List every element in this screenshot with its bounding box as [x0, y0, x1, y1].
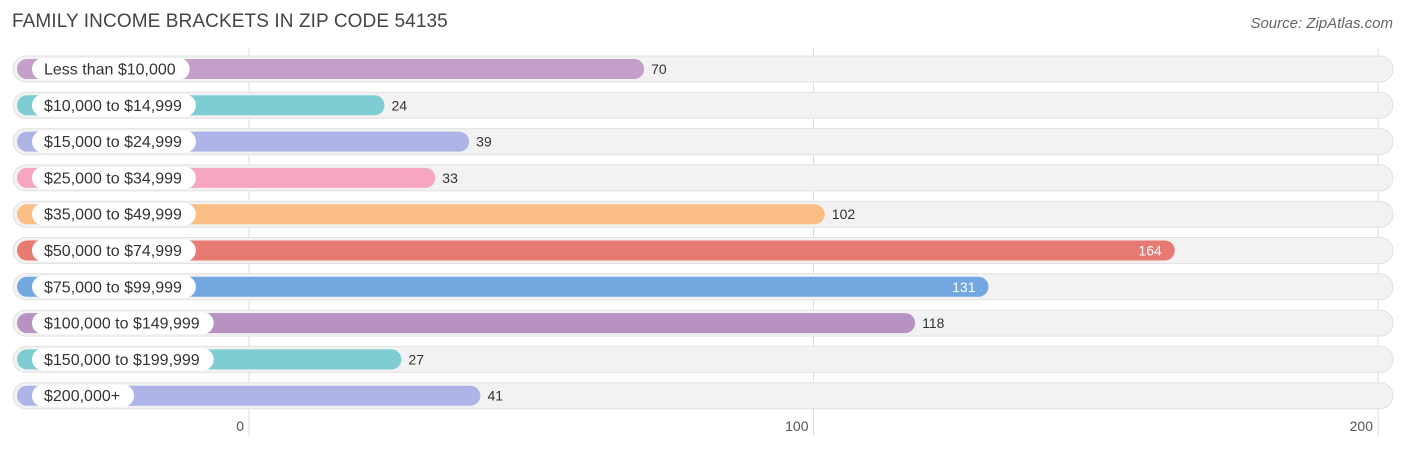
value-label: 24 — [391, 97, 407, 113]
category-label: $35,000 to $49,999 — [44, 207, 182, 224]
category-pill — [32, 130, 196, 153]
bar — [17, 204, 825, 225]
bar-row: $35,000 to $49,999 102 — [12, 200, 1394, 228]
bar-row: $75,000 to $99,999 131 — [12, 273, 1394, 301]
x-tick-label: 200 — [1350, 418, 1374, 434]
value-label: 70 — [651, 61, 667, 77]
x-tick-label: 0 — [236, 418, 244, 434]
category-label: $200,000+ — [44, 388, 120, 405]
bar-row: $25,000 to $34,999 33 — [12, 164, 1394, 192]
category-label: $15,000 to $24,999 — [44, 134, 182, 151]
category-pill — [32, 348, 214, 371]
bar-row: $200,000+ 41 — [12, 382, 1394, 410]
category-pill — [32, 239, 196, 262]
value-label: 33 — [442, 170, 458, 186]
category-pill — [32, 312, 214, 335]
chart-title: FAMILY INCOME BRACKETS IN ZIP CODE 54135 — [12, 11, 448, 32]
value-label: 27 — [408, 351, 424, 367]
category-pill — [32, 275, 196, 298]
value-label: 164 — [1138, 243, 1162, 259]
category-pill — [32, 166, 196, 189]
category-label: $50,000 to $74,999 — [44, 243, 182, 260]
category-pill — [32, 384, 135, 407]
value-label: 118 — [922, 315, 945, 331]
bar-row: $10,000 to $14,999 24 — [12, 91, 1394, 119]
category-pill — [32, 94, 196, 117]
value-label: 41 — [487, 388, 503, 404]
category-pill — [32, 58, 190, 80]
bar — [17, 240, 1175, 261]
x-tick-label: 100 — [785, 418, 809, 434]
bar-row: $150,000 to $199,999 27 — [12, 345, 1394, 373]
category-label: $150,000 to $199,999 — [44, 352, 200, 369]
category-label: $75,000 to $99,999 — [44, 279, 182, 296]
bar-row: $100,000 to $149,999 118 — [12, 309, 1394, 337]
bar-row: $15,000 to $24,999 39 — [12, 128, 1394, 156]
value-label: 102 — [832, 206, 856, 222]
category-label: $10,000 to $14,999 — [44, 98, 182, 115]
value-label: 39 — [476, 134, 492, 150]
category-label: $100,000 to $149,999 — [44, 316, 200, 333]
source-label: Source: ZipAtlas.com — [1250, 15, 1393, 32]
category-label: $25,000 to $34,999 — [44, 170, 182, 187]
bar — [17, 276, 989, 297]
bar-row: $50,000 to $74,999 164 — [12, 237, 1394, 264]
value-label: 131 — [952, 279, 976, 295]
category-pill — [32, 203, 196, 226]
bar — [17, 313, 916, 334]
category-label: Less than $10,000 — [44, 62, 176, 79]
bar-row: Less than $10,000 70 — [12, 55, 1394, 83]
